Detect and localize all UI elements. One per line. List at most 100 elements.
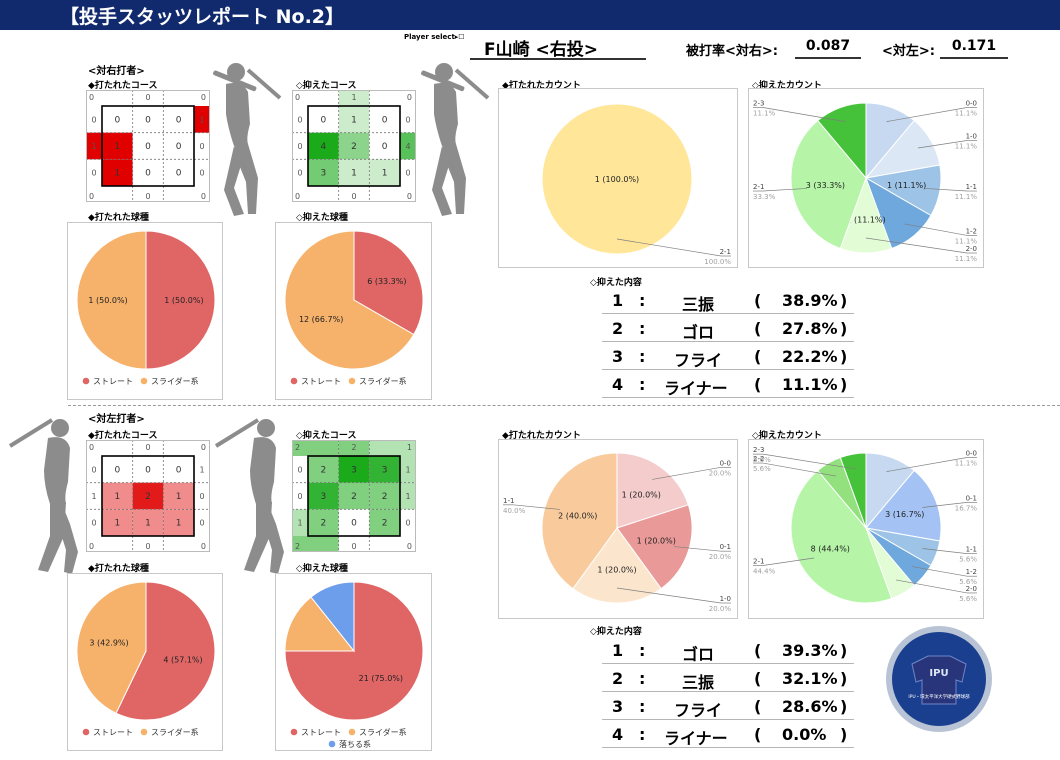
avg-right-label: 被打率<対右>: (686, 44, 778, 59)
l-hit-pitch-chart: 4 (57.1%) 3 (42.9%) ストレート スライダー系 (76, 581, 216, 737)
pie-data-label: 1 (50.0%) (164, 296, 203, 305)
pie-slice (145, 230, 216, 370)
pie-category-label: 1-1 (503, 497, 514, 505)
r-held-pitch-heading: ◇抑えた球種 (296, 213, 348, 223)
legend-marker (290, 728, 298, 736)
rank-close: ) (840, 725, 848, 744)
zone-outer-cell (292, 509, 308, 536)
pie-data-label: 8 (44.4%) (811, 545, 850, 554)
pie-category-label: 2-2 (753, 455, 764, 463)
svg-text:IPU: IPU (929, 668, 948, 679)
pie-slice (284, 581, 424, 721)
zone-inner-value: 4 (320, 142, 326, 152)
pie-leader-line (762, 557, 815, 566)
zone-outer-value: 0 (297, 142, 302, 151)
rank-close: ) (840, 641, 848, 660)
zone-inner-value: 1 (114, 519, 120, 529)
rank-colon: : (639, 347, 646, 366)
strike-zone-border (101, 105, 195, 187)
l-hit-count-chart: 1 (20.0%) 0-0 20.0% 1 (20.0%) 0-1 20.0% 1 (20.… (503, 452, 731, 613)
zone-inner-value: 0 (145, 142, 151, 152)
r-held-pitch-panel: 6 (33.3%) 12 (66.7%) ストレート スライダー系 (275, 222, 432, 400)
zone-inner-value: 1 (114, 142, 120, 152)
vs-right-heading: <対右打者> (88, 66, 145, 77)
zone-outer-value: 1 (199, 465, 204, 474)
player-name-field[interactable]: F山崎 <右投> (470, 36, 646, 60)
zone-inner-cell (308, 106, 339, 133)
pie-slice (817, 102, 867, 180)
pie-category-label: 2-0 (966, 245, 977, 253)
zone-inner-cell (163, 106, 194, 133)
l-hit-count-panel: 1 (20.0%) 0-0 20.0% 1 (20.0%) 0-1 20.0% 1 (20.… (498, 439, 738, 619)
zone-outer-value: 0 (201, 93, 206, 102)
pie-category-label: 0-0 (966, 450, 977, 458)
pie-leader-line (762, 188, 807, 192)
zone-grid-left-held: 2 2 1 0 1 0 1 1 0 2 0 0 2 3 3 3 2 2 2 0 2 (292, 440, 416, 552)
zone-inner-cell (338, 159, 370, 186)
zone-inner-cell (132, 132, 164, 160)
legend-label: スライダー系 (359, 727, 407, 737)
zone-outer-value: 0 (405, 519, 410, 528)
player-select-label[interactable]: Player select▸☐ (404, 33, 465, 41)
pie-category-label: 2-1 (720, 248, 731, 256)
l-hit-count-heading: ◆打たれたカウント (502, 431, 581, 441)
l-rank-row-4: 4 : ライナー ( 0.0% ) (602, 722, 854, 748)
r-rank-row-3: 3 : フライ ( 22.2% ) (602, 344, 854, 370)
legend-marker (140, 728, 148, 736)
zone-inner-cell (369, 509, 400, 536)
zone-inner-value: 0 (176, 142, 182, 152)
r-rank-row-4: 4 : ライナー ( 11.1% ) (602, 372, 854, 398)
pie-percent-label: 11.1% (955, 460, 978, 468)
zone-inner-value: 0 (351, 519, 357, 529)
pie-category-label: 1-1 (966, 546, 977, 554)
rank-number: 4 (612, 375, 624, 394)
pie-category-label: 0-0 (720, 459, 731, 467)
r-hit-count-chart: 1 (100.0%) 2-1 100.0% (541, 103, 731, 266)
avg-left-value: 0.171 (940, 36, 1008, 59)
rank-pct: 28.6% (782, 697, 838, 716)
zone-outer-cell (400, 132, 416, 160)
legend-marker (348, 728, 356, 736)
pie-category-label: 1-2 (966, 568, 977, 576)
zone-inner-value: 2 (382, 519, 388, 529)
rank-open: ( (754, 375, 762, 394)
legend-marker (82, 728, 90, 736)
pie-category-label: 2-1 (753, 558, 764, 566)
pie-category-label: 1-2 (966, 227, 977, 235)
pie-slice (353, 230, 424, 336)
zone-outer-value: 2 (351, 443, 356, 452)
zone-outer-value: 1 (407, 443, 412, 452)
zone-outer-value: 0 (199, 142, 204, 151)
zone-inner-cell (132, 482, 164, 510)
zone-outer-value: 0 (405, 115, 410, 124)
l-held-course-heading: ◇抑えたコース (296, 431, 357, 441)
rank-kind: ライナー (664, 379, 728, 398)
legend-marker (290, 377, 298, 385)
pie-leader-line (652, 466, 722, 480)
zone-outer-value: 0 (407, 542, 412, 551)
pie-leader-line (512, 504, 560, 510)
zone-outer-value: 0 (297, 465, 302, 474)
zone-inner-value: 0 (320, 115, 326, 125)
pie-data-label: 1 (20.0%) (637, 537, 676, 546)
chart-legend: ストレート スライダー系 (82, 376, 199, 386)
pie-percent-label: 44.4% (753, 568, 776, 576)
avg-left-label: <対左>: (882, 44, 935, 59)
rank-close: ) (840, 669, 848, 688)
pie-category-label: 0-0 (966, 100, 977, 108)
section-divider (68, 405, 1060, 406)
zone-outer-value: 0 (91, 519, 96, 528)
zone-outer-value: 0 (295, 192, 300, 201)
pie-category-label: 2-3 (753, 100, 764, 108)
rank-kind: 三振 (682, 295, 715, 314)
pie-percent-label: 5.6% (753, 456, 771, 464)
logo-text: IPU・環太平洋大学硬式野球部 (908, 693, 970, 700)
zone-outer-value: 0 (145, 93, 150, 102)
r-held-content-heading: ◇抑えた内容 (590, 278, 642, 288)
legend-label: 落ちる系 (339, 739, 371, 749)
zone-inner-cell (102, 106, 133, 133)
pie-leader-line (922, 502, 968, 508)
zone-outer-cell (338, 440, 370, 456)
rank-pct: 27.8% (782, 319, 838, 338)
pie-data-label: 1 (20.0%) (622, 491, 661, 500)
